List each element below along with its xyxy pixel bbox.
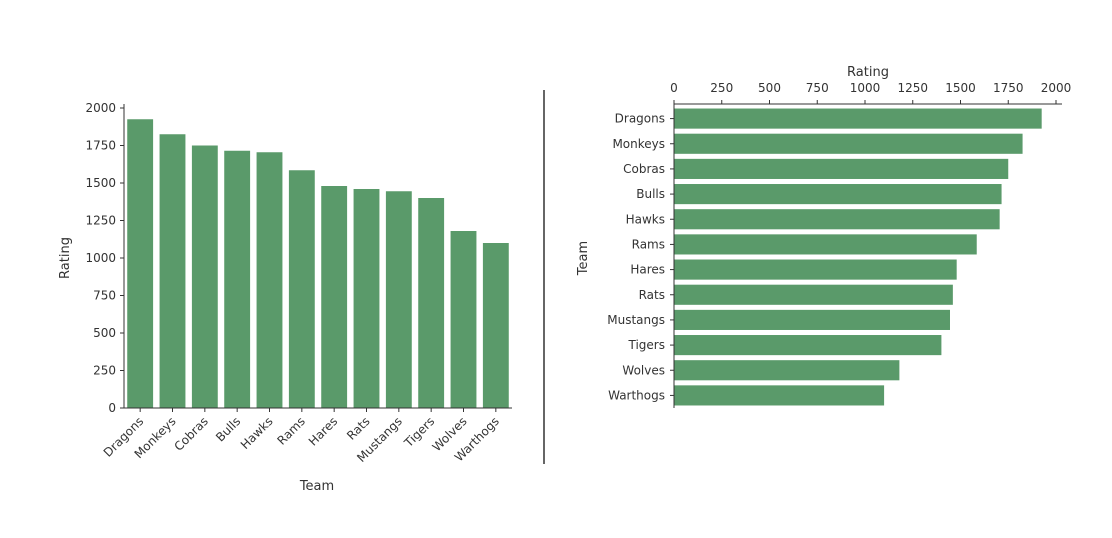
y-tick-label: 0 — [108, 401, 116, 415]
x-tick-label: 1500 — [945, 81, 976, 95]
left-x-axis-label: Team — [299, 479, 334, 494]
x-tick-label: Rams — [274, 414, 307, 447]
bar-bulls — [674, 184, 1002, 205]
bar-wolves — [674, 360, 900, 381]
x-tick-label: 750 — [806, 81, 829, 95]
y-tick-label: Tigers — [628, 338, 665, 352]
bar-tigers — [418, 198, 445, 408]
bar-warthogs — [482, 243, 509, 408]
x-tick-label: Cobras — [171, 414, 211, 454]
y-tick-label: 1000 — [85, 251, 116, 265]
y-tick-label: 1500 — [85, 176, 116, 190]
y-tick-label: 1250 — [85, 214, 116, 228]
bar-rats — [674, 284, 953, 305]
right-x-ticks: 0 250 500 750 1000 1250 1500 1750 2000 — [670, 81, 1071, 104]
bar-rats — [353, 189, 380, 408]
bar-dragons — [674, 108, 1042, 129]
x-tick-label: Hawks — [238, 414, 276, 452]
y-tick-label: 500 — [93, 326, 116, 340]
right-y-ticks: Dragons Monkeys Cobras Bulls Hawks Rams Hares R… — [607, 112, 674, 402]
y-tick-label: 250 — [93, 364, 116, 378]
bar-monkeys — [674, 133, 1023, 154]
bar-bulls — [224, 150, 251, 408]
y-tick-label: Rams — [632, 237, 665, 251]
bar-dragons — [127, 119, 154, 408]
y-tick-label: Hares — [630, 263, 665, 277]
bar-mustangs — [385, 191, 412, 408]
y-tick-label: 2000 — [85, 101, 116, 115]
y-tick-label: Bulls — [636, 187, 665, 201]
y-tick-label: Rats — [639, 288, 665, 302]
bar-wolves — [450, 231, 477, 408]
right-x-axis-label: Rating — [847, 65, 889, 80]
x-tick-label: Rats — [344, 414, 373, 443]
x-tick-label: 0 — [670, 81, 678, 95]
right-bars — [674, 108, 1042, 406]
y-tick-label: Mustangs — [607, 313, 665, 327]
bar-cobras — [674, 158, 1009, 179]
right-y-axis-label: Team — [576, 241, 591, 276]
bar-monkeys — [159, 134, 186, 408]
y-tick-label: Monkeys — [612, 137, 665, 151]
x-tick-label: 1000 — [850, 81, 881, 95]
y-tick-label: Dragons — [615, 112, 665, 126]
bar-hawks — [256, 152, 283, 408]
y-tick-label: Cobras — [623, 162, 665, 176]
x-tick-label: 2000 — [1041, 81, 1072, 95]
bar-hares — [674, 259, 957, 280]
bar-warthogs — [674, 385, 885, 406]
x-tick-label: 1750 — [993, 81, 1024, 95]
y-tick-label: Hawks — [626, 212, 665, 226]
bar-hares — [321, 186, 348, 408]
bar-tigers — [674, 335, 942, 356]
bar-mustangs — [674, 309, 950, 330]
x-tick-label: 500 — [758, 81, 781, 95]
x-tick-label: 1250 — [897, 81, 928, 95]
bar-cobras — [191, 145, 218, 408]
vertical-bar-chart: 0 250 500 750 1000 1250 1500 1750 2000 DragonsMo… — [58, 101, 512, 494]
left-y-ticks: 0 250 500 750 1000 1250 1500 1750 2000 — [85, 101, 124, 415]
x-tick-label: Hares — [306, 414, 340, 448]
y-tick-label: Wolves — [622, 363, 665, 377]
bar-rams — [288, 170, 315, 408]
bar-hawks — [674, 209, 1000, 230]
y-tick-label: Warthogs — [608, 388, 665, 402]
left-y-axis-label: Rating — [58, 237, 73, 279]
horizontal-bar-chart: 0 250 500 750 1000 1250 1500 1750 2000 Dragons Mo… — [576, 65, 1071, 408]
y-tick-label: 1750 — [85, 139, 116, 153]
y-tick-label: 750 — [93, 289, 116, 303]
bar-rams — [674, 234, 977, 255]
x-tick-label: 250 — [710, 81, 733, 95]
left-bars — [127, 119, 509, 408]
